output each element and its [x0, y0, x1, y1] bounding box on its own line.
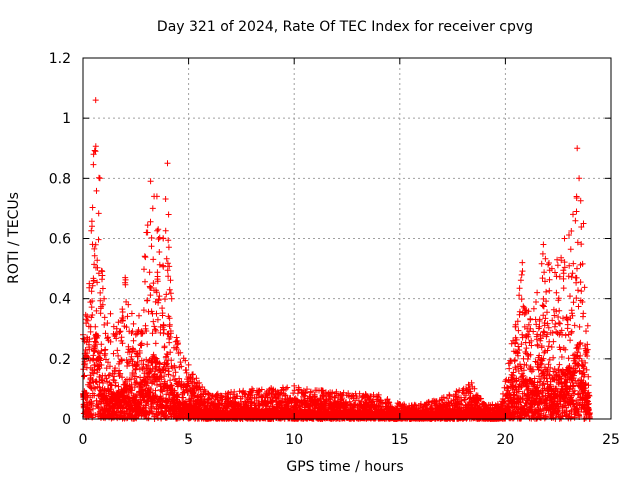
y-tick-label: 0.2	[49, 352, 71, 368]
x-tick-label: 5	[184, 432, 193, 448]
x-tick-label: 10	[285, 432, 303, 448]
scatter-points	[80, 97, 593, 422]
y-tick-label: 0.4	[49, 292, 71, 308]
x-axis-label: GPS time / hours	[286, 459, 403, 475]
x-tick-label: 0	[79, 432, 88, 448]
y-tick-label: 1	[62, 111, 71, 127]
roti-markers	[80, 97, 593, 422]
y-axis-ticks: 0 0.2 0.4 0.6 0.8 1 1.2	[49, 51, 611, 428]
y-tick-label: 1.2	[49, 51, 71, 67]
y-tick-label: 0	[62, 412, 71, 428]
x-tick-label: 25	[602, 432, 620, 448]
y-tick-label: 0.8	[49, 171, 71, 187]
x-axis-ticks: 0 5 10 15 20 25	[79, 58, 620, 448]
y-axis-label: ROTI / TECUs	[6, 192, 22, 284]
chart-title: Day 321 of 2024, Rate Of TEC Index for r…	[157, 19, 533, 35]
y-tick-label: 0.6	[49, 232, 71, 248]
x-tick-label: 15	[391, 432, 409, 448]
x-tick-label: 20	[496, 432, 514, 448]
